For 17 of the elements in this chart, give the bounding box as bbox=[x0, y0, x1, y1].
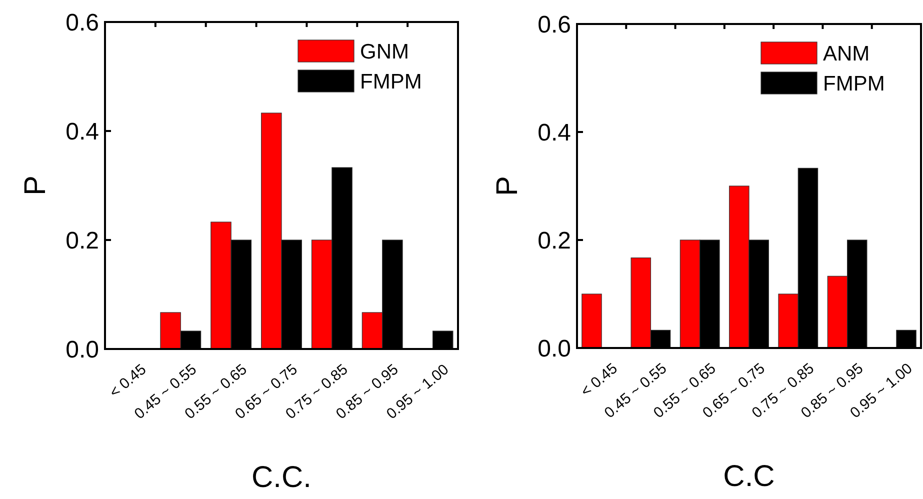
y-tick-label: 0.0 bbox=[66, 336, 99, 364]
x-axis-title: C.C bbox=[723, 460, 775, 493]
bar bbox=[582, 294, 602, 348]
y-axis-title: P bbox=[491, 176, 524, 196]
legend-label: FMPM bbox=[360, 70, 422, 94]
legend-label: GNM bbox=[360, 40, 409, 64]
y-tick-label: 0.6 bbox=[66, 9, 99, 36]
y-tick-label: 0.2 bbox=[66, 227, 99, 254]
legend-label: FMPM bbox=[823, 72, 885, 96]
x-axis-title: C.C. bbox=[252, 461, 312, 494]
y-tick-label: 0.4 bbox=[66, 118, 99, 146]
y-axis-title: P bbox=[19, 175, 52, 196]
y-tick-label: 0.2 bbox=[538, 227, 571, 254]
legend-label: ANM bbox=[823, 42, 870, 66]
y-tick-label: 0.6 bbox=[538, 11, 571, 38]
y-tick-label: 0.0 bbox=[538, 335, 571, 362]
y-tick-label: 0.4 bbox=[538, 119, 571, 146]
